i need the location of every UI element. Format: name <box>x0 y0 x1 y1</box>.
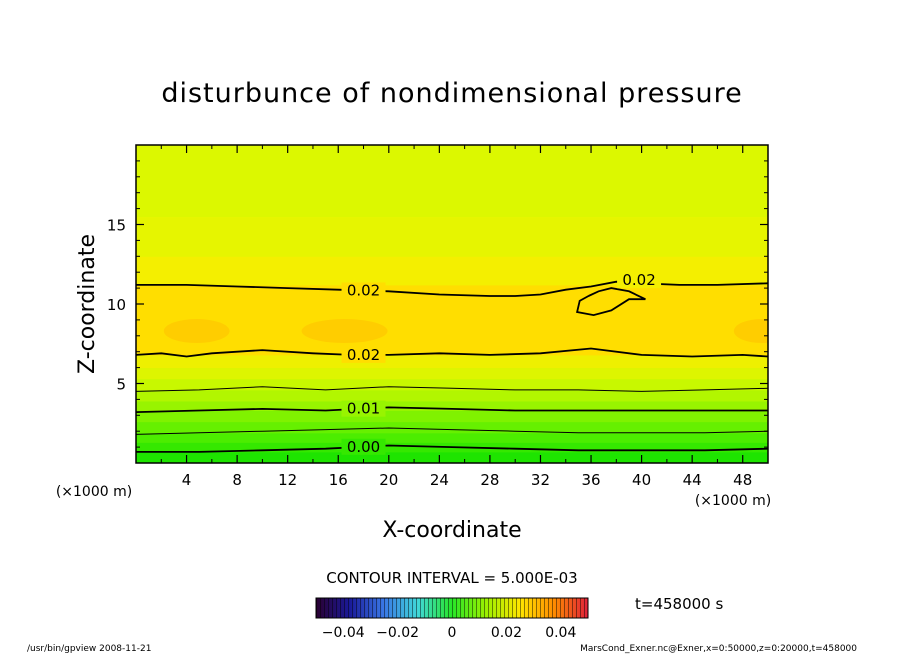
x-tick-label-11: 48 <box>733 471 752 489</box>
fill-band-6 <box>136 389 768 402</box>
x-axis-title: X-coordinate <box>382 518 521 543</box>
colorbar-tick-label-2: 0 <box>448 625 457 641</box>
fill-band-0 <box>136 451 768 463</box>
chart-title: disturbunce of nondimensional pressure <box>161 78 742 109</box>
colorbar-tick-label-4: 0.04 <box>545 625 576 641</box>
fill-band-4 <box>136 410 768 423</box>
fill-band-11 <box>136 255 768 286</box>
colorbar-tick-label-3: 0.02 <box>491 625 522 641</box>
contour-label-bg-2 <box>617 272 662 289</box>
x-tick-label-6: 28 <box>480 471 499 489</box>
max-patch-0 <box>163 319 230 344</box>
contour-line-3 <box>136 386 768 392</box>
fill-band-13 <box>136 145 768 218</box>
fill-band-9 <box>136 354 768 369</box>
fill-band-12 <box>136 216 768 257</box>
fill-band-2 <box>136 432 768 443</box>
y-tick-label-0: 5 <box>116 376 126 394</box>
x-tick-label-10: 44 <box>683 471 702 489</box>
contour-label-bg-4 <box>341 438 386 455</box>
contour-labels: 0.02 0.02 0.02 0.01 0.00 <box>341 271 662 456</box>
max-patch-1 <box>301 319 388 344</box>
contour-lines <box>136 280 768 453</box>
contour-line-2 <box>136 406 768 413</box>
colorbar-tick-label-0: −0.04 <box>322 625 365 641</box>
fill-band-10 <box>136 284 768 356</box>
colorbar-tick-label-1: −0.02 <box>376 625 419 641</box>
contour-label-4: 0.00 <box>347 438 380 456</box>
footer-left: /usr/bin/gpview 2008-11-21 <box>27 644 151 654</box>
x-tick-label-7: 32 <box>531 471 550 489</box>
contour-label-bg-0 <box>341 282 386 299</box>
x-tick-label-4: 20 <box>379 471 398 489</box>
x-tick-label-9: 40 <box>632 471 651 489</box>
max-patch-2 <box>733 319 768 344</box>
x-tick-label-1: 8 <box>232 471 242 489</box>
z-unit-label: (×1000 m) <box>56 484 132 500</box>
y-axis-title: Z-coordinate <box>75 234 100 374</box>
x-tick-label-2: 12 <box>278 471 297 489</box>
contour-line-4 <box>136 347 768 358</box>
x-unit-label: (×1000 m) <box>695 493 771 509</box>
contour-label-0: 0.02 <box>347 281 380 299</box>
fill-band-8 <box>136 367 768 380</box>
y-tick-label-2: 15 <box>107 217 126 235</box>
colorbar-tick-labels: −0.04 −0.02 0 0.02 0.04 <box>322 625 577 641</box>
contour-line-6 <box>576 287 646 317</box>
footer-right: MarsCond_Exner.nc@Exner,x=0:50000,z=0:20… <box>580 644 857 654</box>
x-tick-label-0: 4 <box>182 471 192 489</box>
contour-label-1: 0.02 <box>347 346 380 364</box>
contour-label-2: 0.02 <box>622 271 655 289</box>
contour-line-1 <box>136 427 768 435</box>
x-tick-label-8: 36 <box>581 471 600 489</box>
fill-band-7 <box>136 378 768 391</box>
plot-area: 0.020.020.020.010.00 4 8 12 16 20 24 28 32 36 40 4… <box>107 144 769 489</box>
x-tick-label-5: 24 <box>430 471 449 489</box>
contour-interval-label: CONTOUR INTERVAL = 5.000E-03 <box>326 569 577 587</box>
max-patches <box>163 319 768 344</box>
fill-bands <box>136 145 768 463</box>
contour-line-0 <box>136 444 768 453</box>
colorbar-frame <box>315 597 589 619</box>
y-tick-label-1: 10 <box>107 296 126 314</box>
contour-label-bg-3 <box>341 400 386 417</box>
fill-band-5 <box>136 400 768 412</box>
colorbar: −0.04 −0.02 0 0.02 0.04 <box>315 597 589 641</box>
x-tick-label-3: 16 <box>329 471 348 489</box>
colorbar-stripes <box>316 598 588 618</box>
fill-band-3 <box>136 421 768 434</box>
contour-label-3: 0.01 <box>347 400 380 418</box>
time-label: t=458000 s <box>635 595 723 613</box>
contour-label-bg-1 <box>341 346 386 363</box>
